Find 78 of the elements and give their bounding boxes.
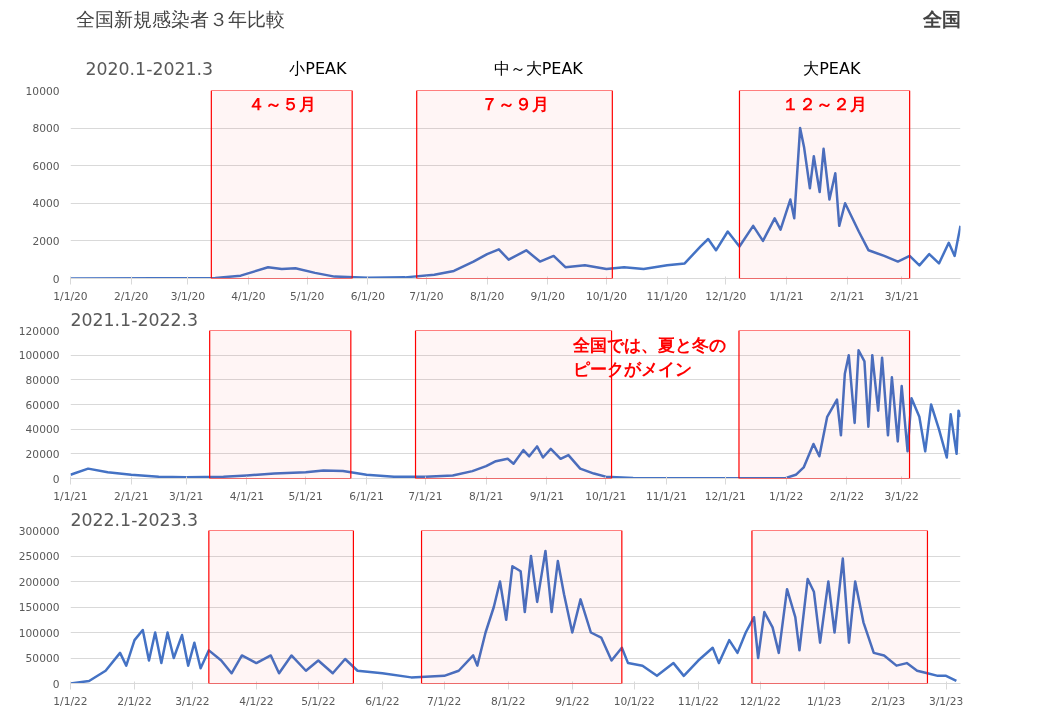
x-tick-label: 12/1/21 <box>704 489 746 503</box>
y-tick-label: 0 <box>52 677 60 691</box>
text: 小PEAK <box>289 59 347 78</box>
x-tick-label: 3/1/22 <box>884 489 919 503</box>
x-tick-label: 3/1/21 <box>884 289 919 303</box>
y-tick-label: 10000 <box>25 84 60 98</box>
y-tick-label: 150000 <box>18 601 60 614</box>
x-tick-label: 8/1/21 <box>468 489 504 503</box>
x-tick-label: 6/1/22 <box>365 694 400 708</box>
x-tick-label: 10/1/22 <box>613 694 655 708</box>
y-tick-label: 80000 <box>25 373 60 387</box>
x-tick-label: 9/1/21 <box>529 489 565 503</box>
y-tick-label: 8000 <box>32 122 60 136</box>
x-tick-label: 2/1/21 <box>829 289 865 303</box>
x-tick-label: 4/1/20 <box>231 289 266 303</box>
band-label: ７～９月 <box>480 93 549 114</box>
x-tick-label: 12/1/20 <box>705 289 747 303</box>
line-series <box>70 549 958 684</box>
x-tick-label: 9/1/20 <box>530 289 566 303</box>
y-tick-label: 300000 <box>18 524 60 538</box>
y-tick-label: 100000 <box>18 626 60 640</box>
y-tick-label: 0 <box>52 272 60 286</box>
x-tick-label: 3/1/23 <box>928 694 964 708</box>
y-tick-label: 100000 <box>18 349 60 363</box>
chart-title: 2022.1-2023.3 <box>70 509 199 530</box>
x-tick-label: 7/1/21 <box>408 489 443 503</box>
x-tick-label: 2/1/22 <box>117 694 152 708</box>
x-tick-label: 6/1/21 <box>349 489 384 503</box>
x-tick-label: 4/1/22 <box>239 694 274 708</box>
x-tick-label: 1/1/21 <box>53 489 88 503</box>
y-tick-label: 200000 <box>18 575 60 589</box>
y-tick-label: 4000 <box>32 197 60 211</box>
chart-title: 2020.1-2021.3 <box>85 59 214 79</box>
x-tick-label: 1/1/22 <box>53 694 88 708</box>
x-tick-label: 11/1/21 <box>645 489 687 503</box>
y-tick-label: 6000 <box>32 159 60 173</box>
y-tick-label: 20000 <box>25 447 60 461</box>
x-tick-label: 9/1/22 <box>555 694 590 708</box>
x-tick-label: 2/1/22 <box>829 489 864 503</box>
text: 大PEAK <box>803 59 861 78</box>
x-tick-label: 3/1/21 <box>169 489 204 503</box>
x-tick-label: 3/1/20 <box>170 289 206 303</box>
y-tick-label: 40000 <box>25 423 60 437</box>
x-tick-label: 11/1/20 <box>646 289 688 303</box>
x-tick-label: 6/1/20 <box>350 289 386 303</box>
y-tick-label: 60000 <box>25 398 60 412</box>
x-tick-label: 2/1/20 <box>113 289 149 303</box>
y-tick-label: 250000 <box>18 550 60 563</box>
x-tick-label: 7/1/22 <box>427 694 462 708</box>
x-tick-label: 11/1/22 <box>677 694 719 708</box>
x-tick-label: 5/1/21 <box>288 489 323 503</box>
x-tick-label: 3/1/22 <box>175 694 210 708</box>
x-tick-label: 1/1/21 <box>769 289 804 303</box>
text: 中～大PEAK <box>493 59 584 78</box>
x-tick-label: 7/1/20 <box>409 289 444 303</box>
x-tick-label: 1/1/22 <box>768 489 804 503</box>
x-tick-label: 8/1/22 <box>491 694 526 708</box>
band-label: ４～５月 <box>247 93 316 114</box>
x-tick-label: 5/1/22 <box>301 694 336 708</box>
y-tick-label: 120000 <box>18 324 60 338</box>
text: 全国 <box>921 8 961 30</box>
x-tick-label: 8/1/20 <box>469 289 505 303</box>
chart-title: 2021.1-2022.3 <box>70 309 199 330</box>
x-tick-label: 4/1/21 <box>229 489 265 503</box>
x-tick-label: 10/1/21 <box>585 489 627 503</box>
text: 全国新規感染者３年比較 <box>75 8 285 30</box>
y-tick-label: 2000 <box>32 234 60 248</box>
y-tick-label: 50000 <box>25 652 60 665</box>
x-tick-label: 10/1/20 <box>585 289 628 303</box>
x-tick-label: 1/1/20 <box>53 289 88 303</box>
x-tick-label: 5/1/20 <box>290 289 325 303</box>
y-tick-label: 0 <box>52 472 60 486</box>
x-tick-label: 12/1/22 <box>739 694 781 708</box>
line-series <box>70 126 961 279</box>
band-label: １２～２月 <box>782 93 868 114</box>
x-tick-label: 2/1/23 <box>871 694 906 708</box>
x-tick-label: 1/1/23 <box>807 694 842 708</box>
x-tick-label: 2/1/21 <box>114 489 149 503</box>
